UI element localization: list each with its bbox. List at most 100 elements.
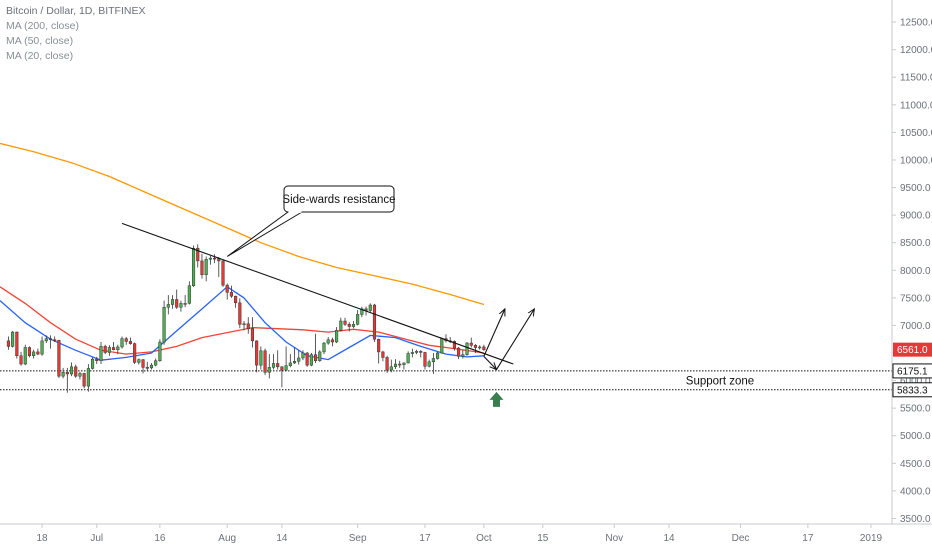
symbol-title[interactable]: Bitcoin / Dollar, 1D, BITFINEX: [6, 5, 146, 17]
callout-box: [283, 185, 395, 213]
time-tick-label: 14: [663, 533, 675, 544]
candle-down: [419, 350, 423, 358]
candle-up: [116, 344, 120, 355]
candle-down: [141, 359, 145, 374]
candle-body: [107, 347, 111, 353]
candle-body: [175, 299, 179, 308]
price-axis[interactable]: 3500.04000.04500.05000.05500.06000.06500…: [891, 0, 932, 525]
time-tick-label: Oct: [476, 533, 492, 544]
candle-down: [74, 364, 78, 378]
candle-body: [292, 361, 297, 364]
candle-down: [65, 367, 69, 393]
candle-body: [381, 351, 385, 358]
candle-down: [133, 342, 137, 365]
candle-body: [351, 324, 355, 327]
candle-up: [326, 337, 330, 345]
candle-body: [263, 350, 267, 373]
candle-down: [280, 366, 284, 388]
candle-body: [187, 285, 191, 304]
price-tag-bg: [892, 382, 932, 398]
candle-up: [166, 295, 170, 315]
candle-body: [461, 354, 465, 357]
time-tick-label: 2019: [860, 533, 883, 544]
candle-body: [196, 247, 200, 262]
candle-body: [402, 362, 406, 365]
price-tag-label: 6175.1: [897, 366, 928, 377]
price-tick-label: 11500.0: [900, 73, 932, 84]
candle-down: [381, 350, 385, 362]
price-tick-label: 8000.0: [900, 266, 931, 277]
candle-body: [15, 331, 19, 357]
candle-body: [48, 338, 53, 341]
candle-up: [78, 371, 82, 380]
candle-body: [27, 347, 32, 357]
candle-down: [27, 346, 32, 358]
candle-down: [238, 298, 242, 329]
candle-body: [250, 328, 255, 342]
indicator-ma50-label[interactable]: MA (50, close): [6, 35, 74, 47]
candle-body: [204, 258, 208, 275]
ma200-line: [0, 142, 485, 306]
candle-up: [204, 256, 208, 282]
candle-up: [179, 300, 183, 312]
candle-body: [53, 339, 57, 342]
candle-body: [276, 363, 280, 368]
candle-body: [57, 340, 61, 377]
candle-body: [19, 355, 23, 365]
candle-up: [267, 354, 271, 379]
candle-body: [69, 366, 74, 375]
candle-down: [103, 344, 107, 355]
candle-body: [305, 352, 309, 366]
candle-body: [191, 247, 196, 286]
candle-down: [246, 317, 250, 334]
candle-down: [175, 289, 179, 309]
candle-down: [263, 348, 267, 376]
chart-drawings[interactable]: Side-wards resistance: [121, 185, 534, 407]
candle-up: [318, 350, 322, 362]
candle-up: [91, 357, 95, 370]
price-tick-label: 9000.0: [900, 211, 931, 222]
candle-up: [478, 345, 482, 350]
indicator-ma200-label[interactable]: MA (200, close): [6, 20, 79, 32]
candle-body: [436, 352, 440, 359]
time-tick-label: Sep: [349, 533, 367, 544]
time-tick-label: Dec: [732, 533, 750, 544]
candle-body: [457, 347, 461, 357]
time-axis[interactable]: 18 Jul 16 Aug 14 Sep 17 Oct 15 Nov 14 Dec 17 2019: [0, 523, 932, 544]
candle-body: [330, 339, 334, 343]
candle-up: [40, 336, 44, 356]
candle-down: [128, 337, 132, 345]
candle-up: [292, 347, 297, 365]
candle-body: [398, 363, 402, 366]
candle-body: [221, 260, 225, 286]
candle-body: [280, 366, 284, 371]
candle-down: [385, 355, 389, 373]
candle-down: [250, 317, 255, 348]
resistance-trendline: [121, 222, 514, 365]
candle-body: [478, 346, 482, 349]
price-tick-label: 12000.0: [900, 45, 932, 56]
candle-up: [259, 346, 263, 370]
candle-body: [473, 345, 478, 348]
candle-up: [309, 353, 313, 367]
indicator-ma20-label[interactable]: MA (20, close): [6, 50, 74, 62]
candle-down: [343, 317, 347, 326]
candle-body: [482, 346, 486, 350]
candle-body: [141, 359, 145, 368]
candle-body: [40, 340, 44, 355]
candle-up: [158, 339, 162, 362]
candle-body: [116, 346, 120, 350]
candle-down: [221, 260, 225, 287]
support-zone: Support zone: [0, 370, 892, 391]
candle-body: [158, 341, 162, 361]
candle-body: [326, 339, 330, 344]
candle-down: [112, 341, 116, 351]
candle-body: [339, 320, 343, 331]
candle-body: [238, 302, 242, 325]
candle-up: [406, 351, 410, 364]
candle-body: [170, 299, 175, 305]
candle-down: [95, 356, 99, 365]
candle-up: [360, 306, 364, 318]
candle-down: [255, 340, 259, 373]
